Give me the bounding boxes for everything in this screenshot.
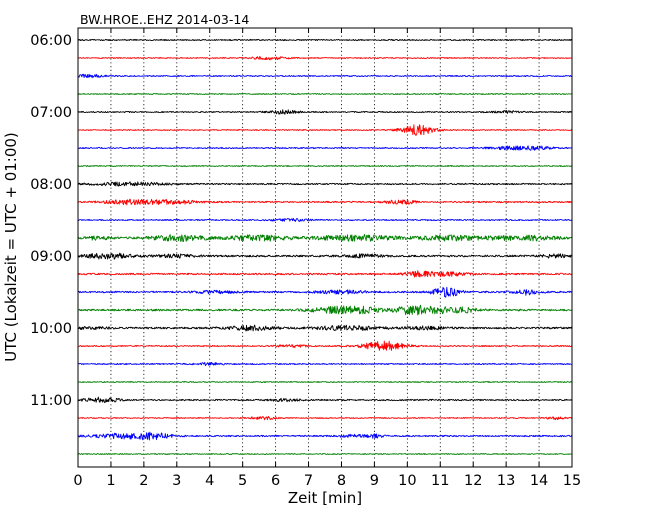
trace-green	[77, 381, 573, 383]
trace-blue	[77, 145, 573, 151]
plot-frame	[77, 27, 573, 468]
trace-red	[77, 198, 573, 206]
x-tick-label: 11	[431, 473, 449, 489]
x-tick-label: 14	[530, 473, 548, 489]
x-tick-label: 13	[497, 473, 515, 489]
x-tick-labels: 0 1 2 3 4 5 6 7 8 9 10 11 12 13 14 15	[73, 473, 581, 489]
x-tick-label: 2	[139, 473, 148, 489]
trace-black	[77, 252, 573, 260]
x-tick-label: 1	[106, 473, 115, 489]
trace-black	[77, 181, 573, 187]
trace-red	[77, 415, 573, 421]
trace-blue	[77, 286, 573, 298]
y-tick-label: 09:00	[30, 249, 72, 265]
y-tick-label: 11:00	[30, 393, 72, 409]
y-axis-title: UTC (Lokalzeit = UTC + 01:00)	[2, 132, 20, 362]
trace-green	[77, 453, 573, 455]
x-tick-label: 12	[464, 473, 482, 489]
x-tick-label: 10	[398, 473, 416, 489]
x-tick-label: 7	[304, 473, 313, 489]
trace-red	[77, 56, 573, 61]
y-tick-label: 06:00	[30, 33, 72, 49]
x-tick-label: 6	[271, 473, 280, 489]
trace-black	[77, 38, 573, 42]
x-tick-label: 8	[337, 473, 346, 489]
y-tick-label: 07:00	[30, 105, 72, 121]
trace-green	[77, 165, 573, 167]
trace-green	[77, 93, 573, 95]
y-tick-labels: 06:00 07:00 08:00 09:00 10:00 11:00	[30, 33, 72, 409]
trace-red	[77, 340, 573, 351]
x-tick-label: 0	[73, 473, 82, 489]
x-tick-label: 15	[563, 473, 581, 489]
trace-black	[77, 396, 573, 404]
y-tick-label: 08:00	[30, 177, 72, 193]
x-axis-title: Zeit [min]	[288, 489, 362, 507]
x-tick-label: 5	[238, 473, 247, 489]
trace-black	[77, 324, 573, 332]
trace-red	[77, 270, 573, 278]
x-tick-label: 4	[205, 473, 214, 489]
trace-blue	[77, 73, 573, 79]
chart-title: BW.HROE..EHZ 2014-03-14	[80, 12, 249, 27]
trace-blue	[77, 431, 573, 441]
trace-green	[77, 234, 573, 242]
vertical-gridlines	[110, 28, 540, 467]
trace-blue	[77, 361, 573, 367]
trace-blue	[77, 217, 573, 222]
seismogram-traces	[77, 38, 573, 455]
x-tick-label: 9	[370, 473, 379, 489]
trace-red	[77, 124, 573, 136]
y-tick-label: 10:00	[30, 321, 72, 337]
trace-black	[77, 109, 573, 115]
x-tick-label: 3	[172, 473, 181, 489]
axis-ticks	[77, 28, 573, 467]
trace-green	[77, 304, 573, 316]
